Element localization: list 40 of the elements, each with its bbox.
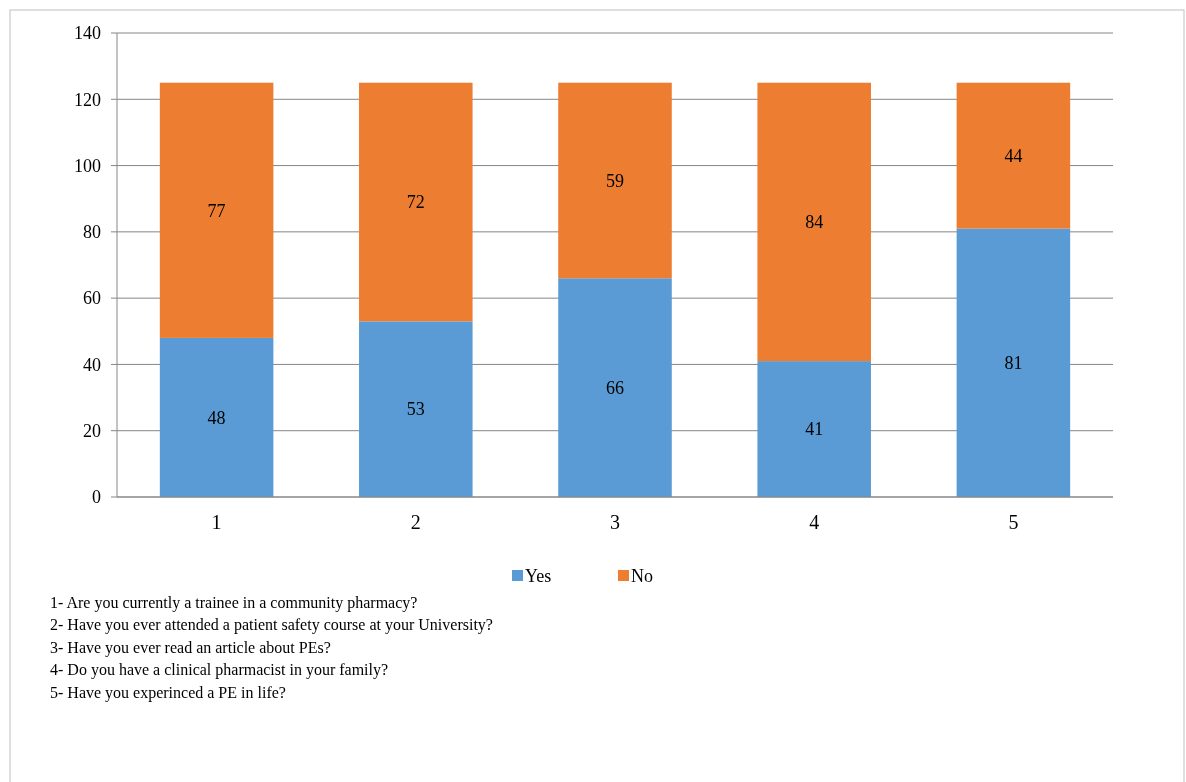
x-tick-label: 1 [211,511,222,533]
y-tick-label: 0 [92,487,101,508]
x-tick-label: 4 [809,511,820,533]
data-label: 48 [207,407,226,428]
data-label: 77 [207,200,226,221]
bar [956,82,1071,229]
y-tick-label: 20 [83,421,101,442]
y-tick-label: 100 [74,155,101,176]
bar [558,278,672,497]
data-label: 53 [406,399,425,420]
x-tick-label: 2 [410,511,421,533]
text: 4- Do you have a clinical pharmacist in your family? [50,661,389,680]
data-label: 41 [805,419,824,440]
bar [956,228,1071,497]
text: 1- Are you currently a trainee in a community pharmacy? [50,593,418,612]
y-tick-label: 80 [83,222,101,243]
bar [757,361,871,497]
data-label: 66 [606,377,624,398]
text: 5- Have you experinced a PE in life? [50,683,286,702]
y-tick-label: 140 [74,23,101,44]
data-label: 59 [606,170,624,191]
y-tick-label: 40 [83,354,101,375]
data-label: 44 [1004,145,1023,166]
data-label: 81 [1004,353,1023,374]
data-label: 84 [805,212,824,233]
bar [757,82,871,362]
bar [159,337,274,497]
text: 2- Have you ever attended a patient safety course at your University? [50,616,493,635]
bar [359,82,473,322]
bar [558,82,672,279]
legend-label: No [631,566,653,587]
text: 3- Have you ever read an article about PEs? [50,638,331,657]
y-tick-label: 60 [83,288,101,309]
bar [359,321,473,497]
x-tick-label: 3 [610,511,620,533]
data-label: 72 [406,192,425,213]
legend-label: Yes [525,566,552,587]
y-tick-label: 120 [74,89,101,110]
bar [159,82,274,338]
x-tick-label: 5 [1008,511,1019,533]
